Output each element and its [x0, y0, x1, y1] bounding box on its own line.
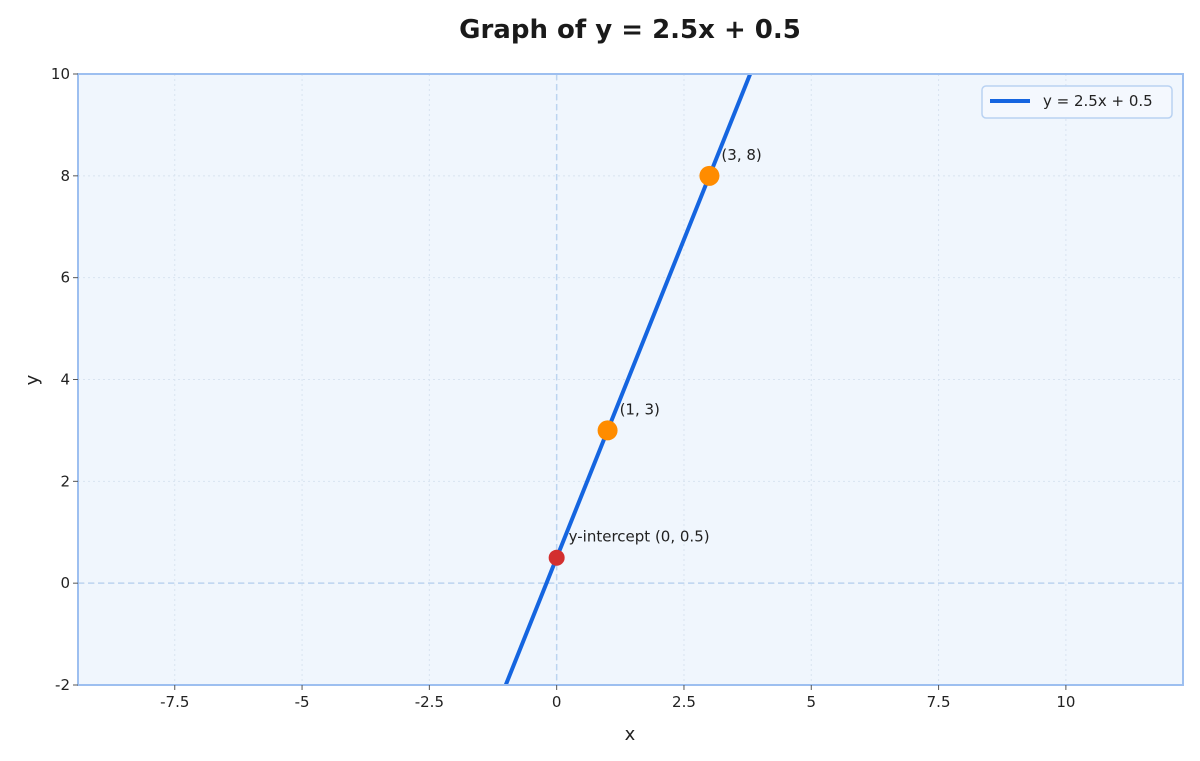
point-annotation: (1, 3) [620, 400, 660, 418]
y-axis-ticks: -2 0 2 4 6 8 10 [51, 65, 78, 694]
chart-title: Graph of y = 2.5x + 0.5 [459, 15, 801, 45]
x-axis-ticks: -7.5 -5 -2.5 0 2.5 5 7.5 10 [160, 685, 1075, 711]
x-tick-label: 10 [1056, 693, 1075, 711]
y-axis-label: y [22, 374, 43, 385]
y-tick-label: 10 [51, 65, 70, 83]
x-axis-label: x [625, 724, 636, 745]
point-annotation: y-intercept (0, 0.5) [569, 528, 710, 546]
highlight-point [699, 165, 720, 186]
y-tick-label: 0 [60, 574, 70, 592]
x-tick-label: -7.5 [160, 693, 189, 711]
zero-lines [78, 74, 1183, 685]
y-tick-label: 4 [60, 371, 70, 389]
plot-area: (1, 3) (3, 8) y-intercept (0, 0.5) [77, 73, 1184, 686]
x-tick-label: -5 [295, 693, 310, 711]
x-tick-label: 5 [806, 693, 816, 711]
legend-box [981, 85, 1173, 119]
point-annotation: (3, 8) [721, 146, 761, 164]
legend: y = 2.5x + 0.5 [981, 85, 1173, 119]
y-tick-label: 8 [60, 167, 70, 185]
x-tick-label: 0 [552, 693, 562, 711]
highlight-point [597, 420, 618, 441]
x-tick-label: 7.5 [927, 693, 951, 711]
legend-label: y = 2.5x + 0.5 [1043, 92, 1153, 110]
x-tick-label: 2.5 [672, 693, 696, 711]
y-tick-label: 6 [60, 269, 70, 287]
points-layer: (1, 3) (3, 8) y-intercept (0, 0.5) [548, 146, 762, 566]
x-tick-label: -2.5 [415, 693, 444, 711]
y-tick-label: 2 [60, 472, 70, 490]
y-tick-label: -2 [55, 676, 70, 694]
y-intercept-point [548, 549, 565, 566]
